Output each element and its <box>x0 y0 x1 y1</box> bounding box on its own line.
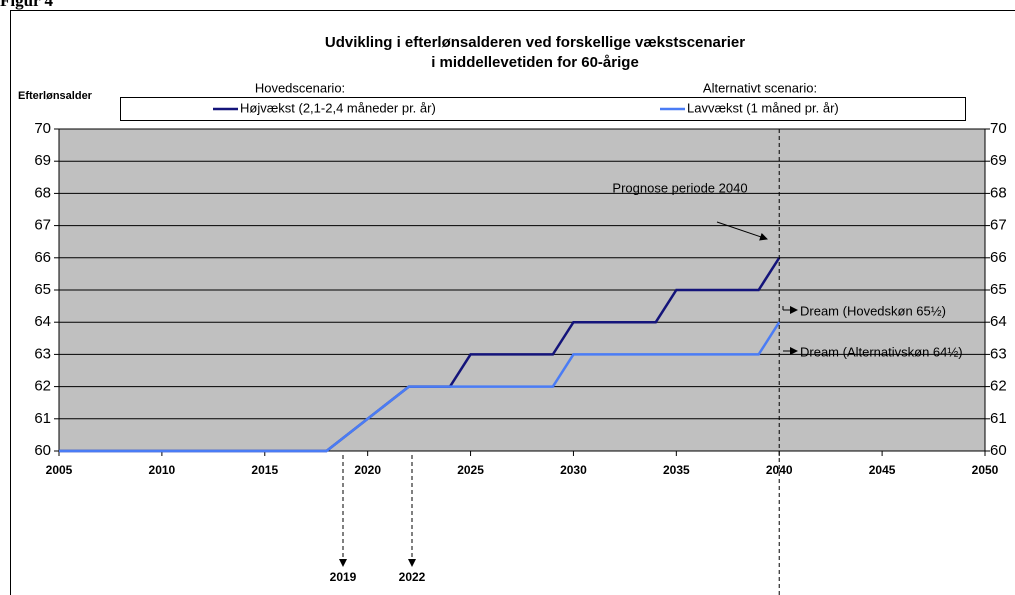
y2-tick-label: 68 <box>990 184 1007 201</box>
y2-tick-label: 67 <box>990 217 1007 234</box>
y-tick-label: 61 <box>34 410 51 427</box>
y-tick-label: 70 <box>34 120 51 137</box>
y-axis-label: Efterlønsalder <box>18 90 93 102</box>
legend-header: Alternativt scenario: <box>703 80 817 95</box>
x-tick-label: 2025 <box>457 463 484 477</box>
chart-title: Udvikling i efterlønsalderen ved forskel… <box>325 34 745 51</box>
y2-tick-label: 60 <box>990 442 1007 459</box>
y-tick-label: 67 <box>34 217 51 234</box>
annotation: 2019 <box>330 570 357 584</box>
y-tick-label: 66 <box>34 249 51 266</box>
figure-label: Figur 4 <box>0 0 54 10</box>
legend-label: Højvækst (2,1-2,4 måneder pr. år) <box>240 100 436 115</box>
x-tick-label: 2015 <box>251 463 278 477</box>
y-tick-label: 64 <box>34 313 51 330</box>
y-tick-label: 63 <box>34 345 51 362</box>
legend-label: Lavvækst (1 måned pr. år) <box>687 100 839 115</box>
y-tick-label: 60 <box>34 442 51 459</box>
y2-tick-label: 64 <box>990 313 1007 330</box>
annotation: 2022 <box>399 570 426 584</box>
y2-tick-label: 61 <box>990 410 1007 427</box>
y-tick-label: 68 <box>34 184 51 201</box>
x-tick-label: 2035 <box>663 463 690 477</box>
y2-tick-label: 66 <box>990 249 1007 266</box>
annotation: Dream (Hovedskøn 65½) <box>800 303 946 318</box>
annotation-arrow <box>716 221 768 241</box>
legend-box <box>120 97 966 121</box>
y2-tick-label: 69 <box>990 152 1007 169</box>
x-tick-label: 2040 <box>766 463 793 477</box>
x-tick-label: 2030 <box>560 463 587 477</box>
y-tick-label: 65 <box>34 281 51 298</box>
series-line <box>59 321 781 453</box>
x-tick-label: 2010 <box>149 463 176 477</box>
annotation: Prognose periode 2040 <box>612 180 747 195</box>
y2-tick-label: 62 <box>990 378 1007 395</box>
y2-tick-label: 70 <box>990 120 1007 137</box>
y-tick-label: 69 <box>34 152 51 169</box>
x-tick-label: 2050 <box>972 463 999 477</box>
x-tick-label: 2005 <box>46 463 73 477</box>
annotation: Dream (Alternativskøn 64½) <box>800 344 963 359</box>
y2-tick-label: 63 <box>990 345 1007 362</box>
x-tick-label: 2020 <box>354 463 381 477</box>
y-tick-label: 62 <box>34 378 51 395</box>
chart-title: i middellevetiden for 60-årige <box>431 54 639 71</box>
y2-tick-label: 65 <box>990 281 1007 298</box>
legend-header: Hovedscenario: <box>255 80 345 95</box>
x-tick-label: 2045 <box>869 463 896 477</box>
